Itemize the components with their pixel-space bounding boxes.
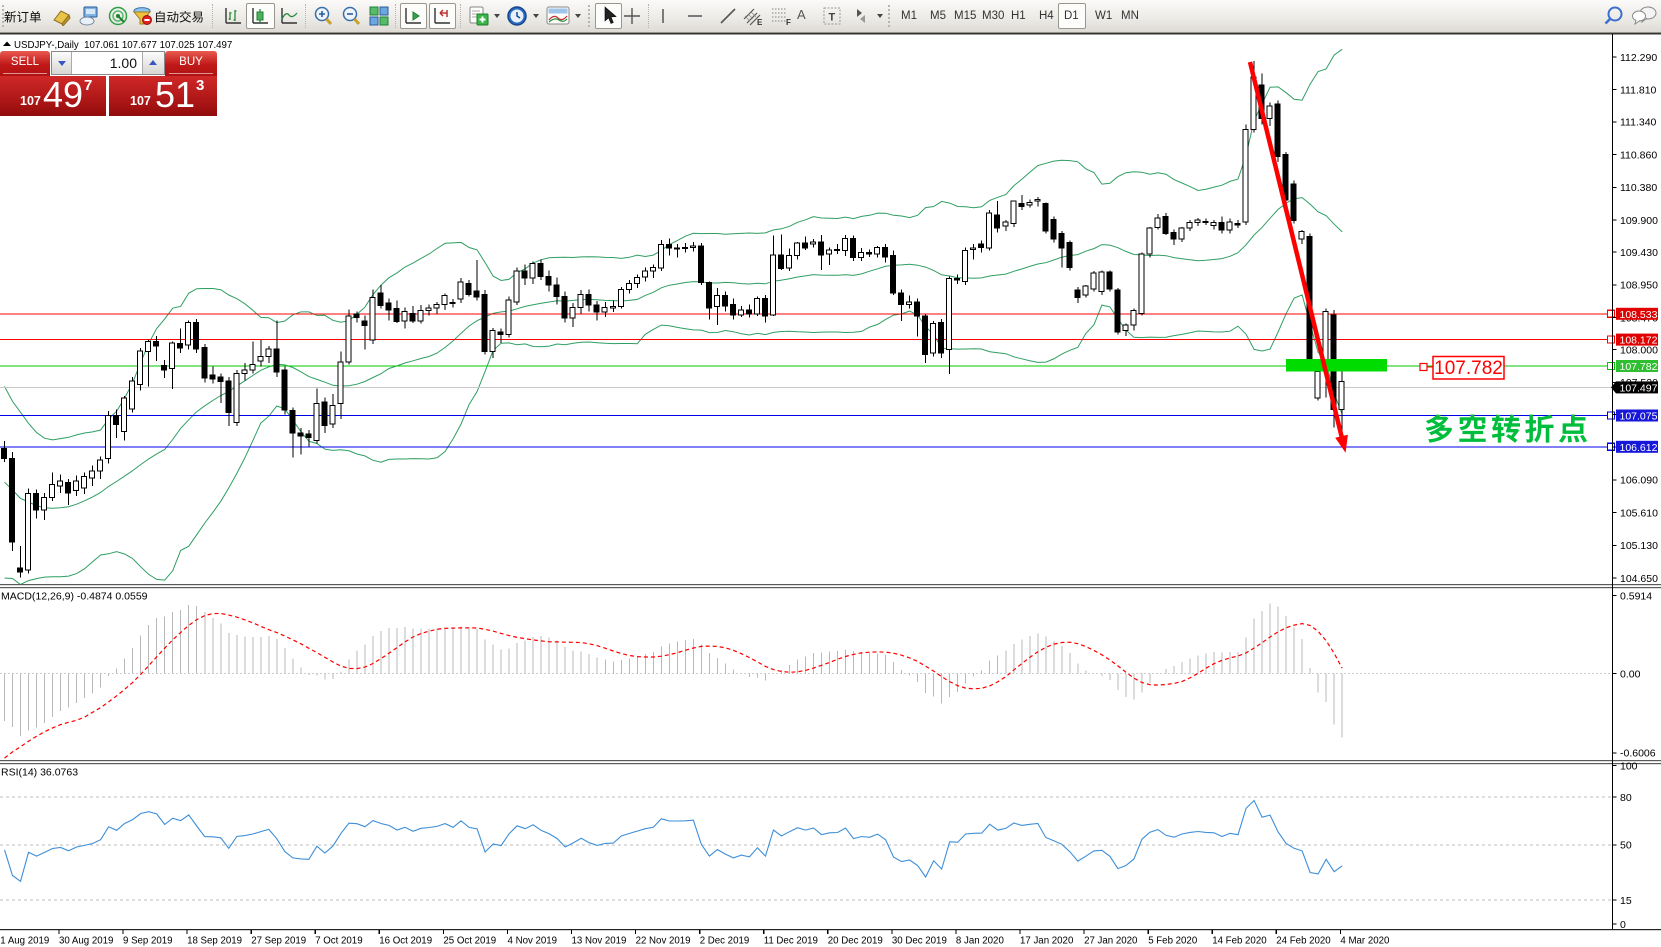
- svg-text:108.533: 108.533: [1620, 309, 1658, 321]
- svg-text:110.860: 110.860: [1620, 149, 1657, 161]
- svg-text:50: 50: [1620, 840, 1632, 852]
- svg-text:109.430: 109.430: [1620, 247, 1658, 259]
- svg-text:7 Oct 2019: 7 Oct 2019: [315, 936, 362, 947]
- svg-text:0: 0: [1620, 919, 1626, 931]
- svg-text:E: E: [757, 18, 763, 26]
- svg-text:111.810: 111.810: [1620, 85, 1657, 97]
- svg-text:108.172: 108.172: [1620, 335, 1658, 347]
- svg-text:MACD(12,26,9) -0.4874 0.0559: MACD(12,26,9) -0.4874 0.0559: [1, 591, 148, 603]
- svg-text:4 Nov 2019: 4 Nov 2019: [508, 936, 558, 947]
- svg-text:110.380: 110.380: [1620, 182, 1657, 194]
- svg-text:27 Sep 2019: 27 Sep 2019: [251, 936, 306, 947]
- svg-text:8 Jan 2020: 8 Jan 2020: [956, 936, 1005, 947]
- svg-text:USDJPY-,Daily 107.061 107.677: USDJPY-,Daily 107.061 107.677 107.025 10…: [14, 40, 232, 51]
- svg-text:107.782: 107.782: [1434, 358, 1503, 379]
- svg-text:80: 80: [1620, 792, 1632, 804]
- svg-text:108.950: 108.950: [1620, 280, 1658, 292]
- svg-text:24 Feb 2020: 24 Feb 2020: [1276, 936, 1331, 947]
- svg-text:0.00: 0.00: [1620, 668, 1641, 680]
- svg-text:25 Oct 2019: 25 Oct 2019: [443, 936, 496, 947]
- svg-text:30 Aug 2019: 30 Aug 2019: [59, 936, 113, 947]
- svg-text:111.340: 111.340: [1620, 117, 1657, 129]
- svg-text:13 Nov 2019: 13 Nov 2019: [572, 936, 627, 947]
- svg-text:-0.6006: -0.6006: [1620, 748, 1656, 760]
- svg-text:27 Jan 2020: 27 Jan 2020: [1084, 936, 1138, 947]
- svg-text:22 Nov 2019: 22 Nov 2019: [636, 936, 691, 947]
- svg-text:RSI(14) 36.0763: RSI(14) 36.0763: [1, 767, 78, 779]
- svg-text:105.610: 105.610: [1620, 507, 1658, 519]
- svg-text:17 Jan 2020: 17 Jan 2020: [1020, 936, 1074, 947]
- svg-text:15: 15: [1620, 895, 1632, 907]
- svg-text:T: T: [829, 12, 836, 24]
- svg-text:107.497: 107.497: [1620, 382, 1658, 394]
- svg-text:107.075: 107.075: [1620, 411, 1658, 423]
- svg-text:2 Dec 2019: 2 Dec 2019: [700, 936, 750, 947]
- svg-text:30 Dec 2019: 30 Dec 2019: [892, 936, 947, 947]
- svg-text:18 Sep 2019: 18 Sep 2019: [187, 936, 242, 947]
- svg-text:20 Dec 2019: 20 Dec 2019: [828, 936, 883, 947]
- svg-text:5 Feb 2020: 5 Feb 2020: [1148, 936, 1198, 947]
- svg-text:14 Feb 2020: 14 Feb 2020: [1212, 936, 1267, 947]
- svg-text:108.000: 108.000: [1620, 344, 1658, 356]
- svg-text:4 Mar 2020: 4 Mar 2020: [1340, 936, 1390, 947]
- svg-text:105.130: 105.130: [1620, 540, 1658, 552]
- svg-text:106.090: 106.090: [1620, 475, 1658, 487]
- svg-text:100: 100: [1620, 760, 1638, 772]
- svg-text:112.290: 112.290: [1620, 52, 1657, 64]
- svg-text:9 Sep 2019: 9 Sep 2019: [123, 936, 173, 947]
- svg-text:11 Dec 2019: 11 Dec 2019: [764, 936, 818, 947]
- svg-text:0.5914: 0.5914: [1620, 590, 1652, 602]
- svg-text:21 Aug 2019: 21 Aug 2019: [0, 936, 49, 947]
- svg-text:107.782: 107.782: [1620, 361, 1658, 373]
- svg-text:16 Oct 2019: 16 Oct 2019: [379, 936, 432, 947]
- svg-text:104.650: 104.650: [1620, 573, 1658, 585]
- svg-text:109.900: 109.900: [1620, 215, 1658, 227]
- svg-text:F: F: [786, 18, 791, 26]
- svg-text:106.612: 106.612: [1620, 442, 1658, 454]
